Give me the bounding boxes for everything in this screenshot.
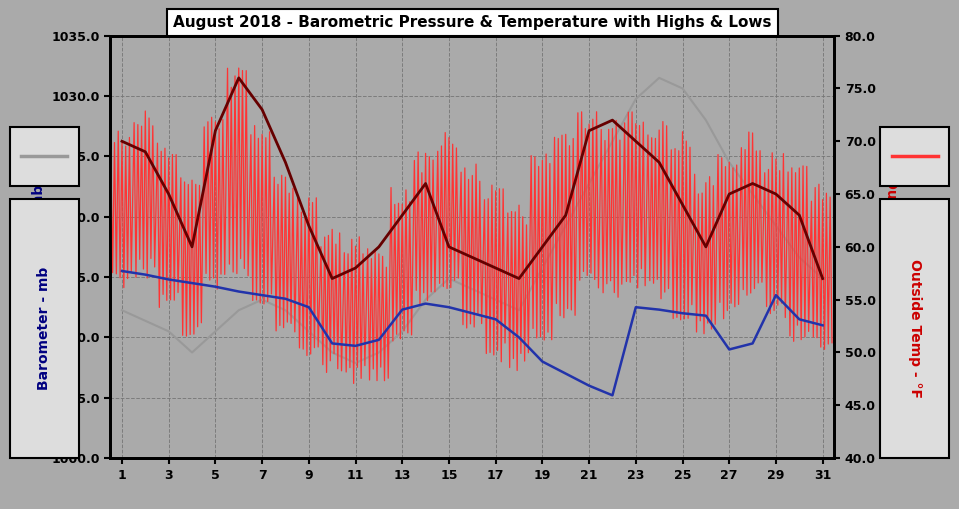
Text: Outside Temp - °F: Outside Temp - °F [908,259,922,398]
Y-axis label: Outside Temp - °F: Outside Temp - °F [884,177,898,317]
Text: Barometer - mb: Barometer - mb [37,267,51,390]
Y-axis label: Barometer - mb: Barometer - mb [32,185,46,308]
Title: August 2018 - Barometric Pressure & Temperature with Highs & Lows: August 2018 - Barometric Pressure & Temp… [173,15,772,31]
